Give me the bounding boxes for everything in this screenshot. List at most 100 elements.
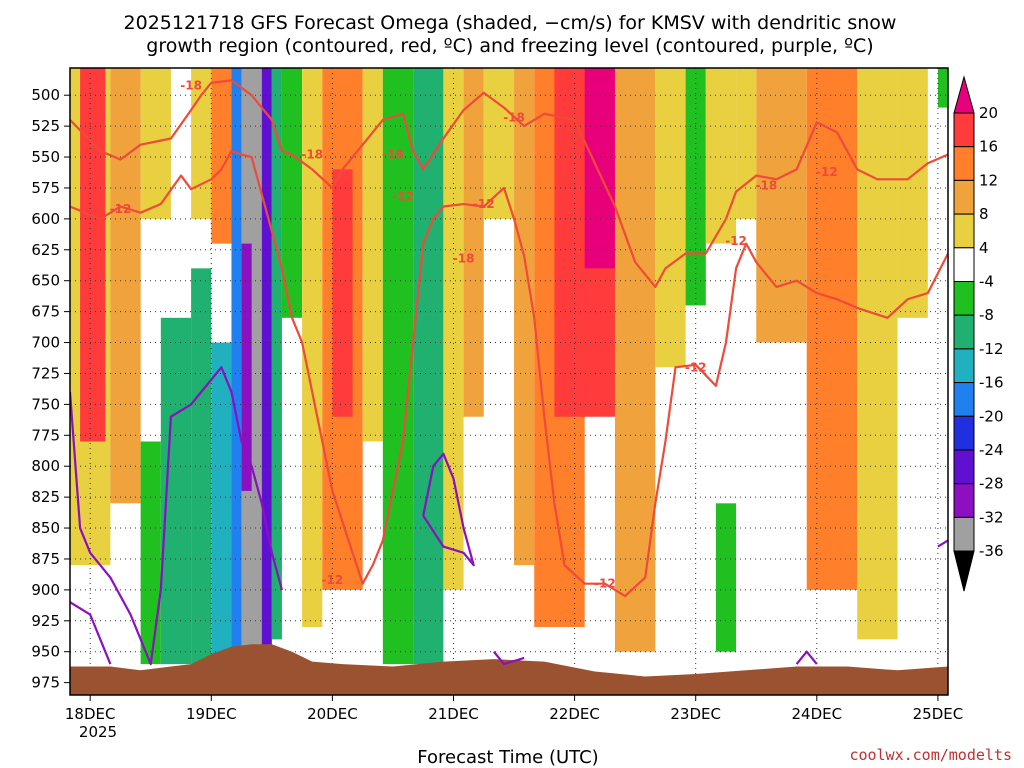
y-axis: 500 525 550 575 600 625 650 675 700 725 750 775 800 8… [31,86,70,692]
omega-cell [655,68,686,368]
y-tick-label: 975 [31,674,60,692]
colorbar-label: -16 [979,374,1004,392]
contour-label: -12 [110,202,132,216]
omega-cell [413,68,444,665]
y-tick-label: 600 [31,210,60,228]
contour-label: -12 [685,360,707,374]
x-tick-label: 23DEC [670,705,721,723]
y-tick-label: 625 [31,241,60,259]
contour-label: -12 [816,165,838,179]
omega-cell [705,68,737,244]
omega-cell [362,68,383,442]
contour-label: -12 [594,577,616,591]
x-axis-year-label: 2025 [79,723,117,741]
y-tick-label: 675 [31,303,60,321]
contour-label: -18 [180,78,202,92]
colorbar-label: 8 [979,205,989,223]
omega-cell [897,68,928,318]
omega-cell [140,441,161,665]
colorbar-label: -28 [979,475,1004,493]
x-tick-label: 25DEC [913,705,964,723]
plot-frame [69,67,949,696]
omega-cell [110,68,141,504]
y-tick-label: 650 [31,272,60,290]
colorbar-swatch [953,179,975,215]
omega-cell [241,68,262,652]
omega-cell [463,68,484,417]
omega-cell [231,68,242,665]
colorbar-swatch [953,415,975,451]
colorbar-swatch [953,75,975,114]
x-tick-label: 20DEC [307,705,358,723]
y-tick-label: 550 [31,148,60,166]
colorbar-swatch [953,213,975,249]
y-tick-label: 850 [31,519,60,537]
y-tick-label: 575 [31,179,60,197]
contour-label-layer: -18 -12 -18 -12 -18 -12 -12 -18 -18 -12 -12 -12 -18 -… [110,78,838,590]
omega-cell [191,268,212,665]
contour-label: -12 [473,197,495,211]
omega-cell [685,68,706,306]
y-tick-label: 925 [31,612,60,630]
freezing-level-contour-line [795,650,818,665]
colorbar-label: 16 [979,138,998,156]
freezing-level-contour-line [70,366,283,666]
contour-label: -18 [301,148,323,162]
credit-text: coolwx.com/modelts [849,746,1012,764]
x-axis-title: Forecast Time (UTC) [417,747,598,768]
colorbar-swatch [953,314,975,350]
colorbar-swatch [953,516,975,552]
colorbar-label: -4 [979,273,994,291]
contour-label: -18 [382,148,404,162]
omega-cell [857,68,898,640]
y-tick-label: 500 [31,86,60,104]
omega-cell [584,68,615,269]
colorbar-label: 20 [979,104,998,122]
colorbar-swatch [953,247,975,283]
freezing-level-contour-line [422,452,475,567]
colorbar-label: -32 [979,508,1004,526]
y-tick-label: 750 [31,395,60,413]
contour-label: -12 [392,190,414,204]
omega-cell [160,317,192,665]
omega-cell [271,68,282,640]
y-tick-label: 725 [31,364,60,382]
freezing-level-contour-line [70,601,112,665]
colorbar-label: -8 [979,306,994,324]
x-tick-label: 22DEC [549,705,600,723]
colorbar-swatch [953,281,975,316]
y-tick-label: 900 [31,581,60,599]
colorbar-label: 12 [979,171,998,189]
contour-label: -12 [725,234,747,248]
contour-label: -18 [756,178,778,192]
omega-cell [211,68,232,244]
colorbar-swatch [953,483,975,518]
omega-cell [332,169,353,417]
colorbar-swatch [953,550,975,592]
omega-cell [302,68,323,627]
terrain-fill [70,644,948,695]
plot-area: -18 -12 -18 -12 -18 -12 -12 -18 -18 -12 -12 -12 -18 -… [70,68,948,695]
x-tick-label: 18DEC [65,705,116,723]
dgz-contour-line [70,149,948,598]
y-tick-label: 700 [31,334,60,352]
omega-cell [281,68,303,318]
contour-label: -12 [322,573,344,587]
y-tick-label: 800 [31,457,60,475]
colorbar-swatch [953,382,975,417]
chart-title-line-1: 2025121718 GFS Forecast Omega (shaded, −… [124,12,897,34]
y-tick-label: 775 [31,426,60,444]
omega-cell [261,68,272,652]
colorbar-label: 4 [979,239,989,257]
chart-title-line-2: growth region (contoured, red, ºC) and f… [146,35,873,57]
omega-cell [715,503,737,652]
freezing-level-contour-line [493,651,525,666]
y-tick-label: 525 [31,117,60,135]
x-axis: 18DEC 19DEC 20DEC 21DEC 22DEC 23DEC 24DEC 25DEC [65,695,963,723]
colorbar-label: -36 [979,542,1004,560]
contour-layer [70,79,948,666]
colorbar-label: -24 [979,441,1004,459]
omega-cell [514,68,535,566]
omega-cell [937,68,948,108]
